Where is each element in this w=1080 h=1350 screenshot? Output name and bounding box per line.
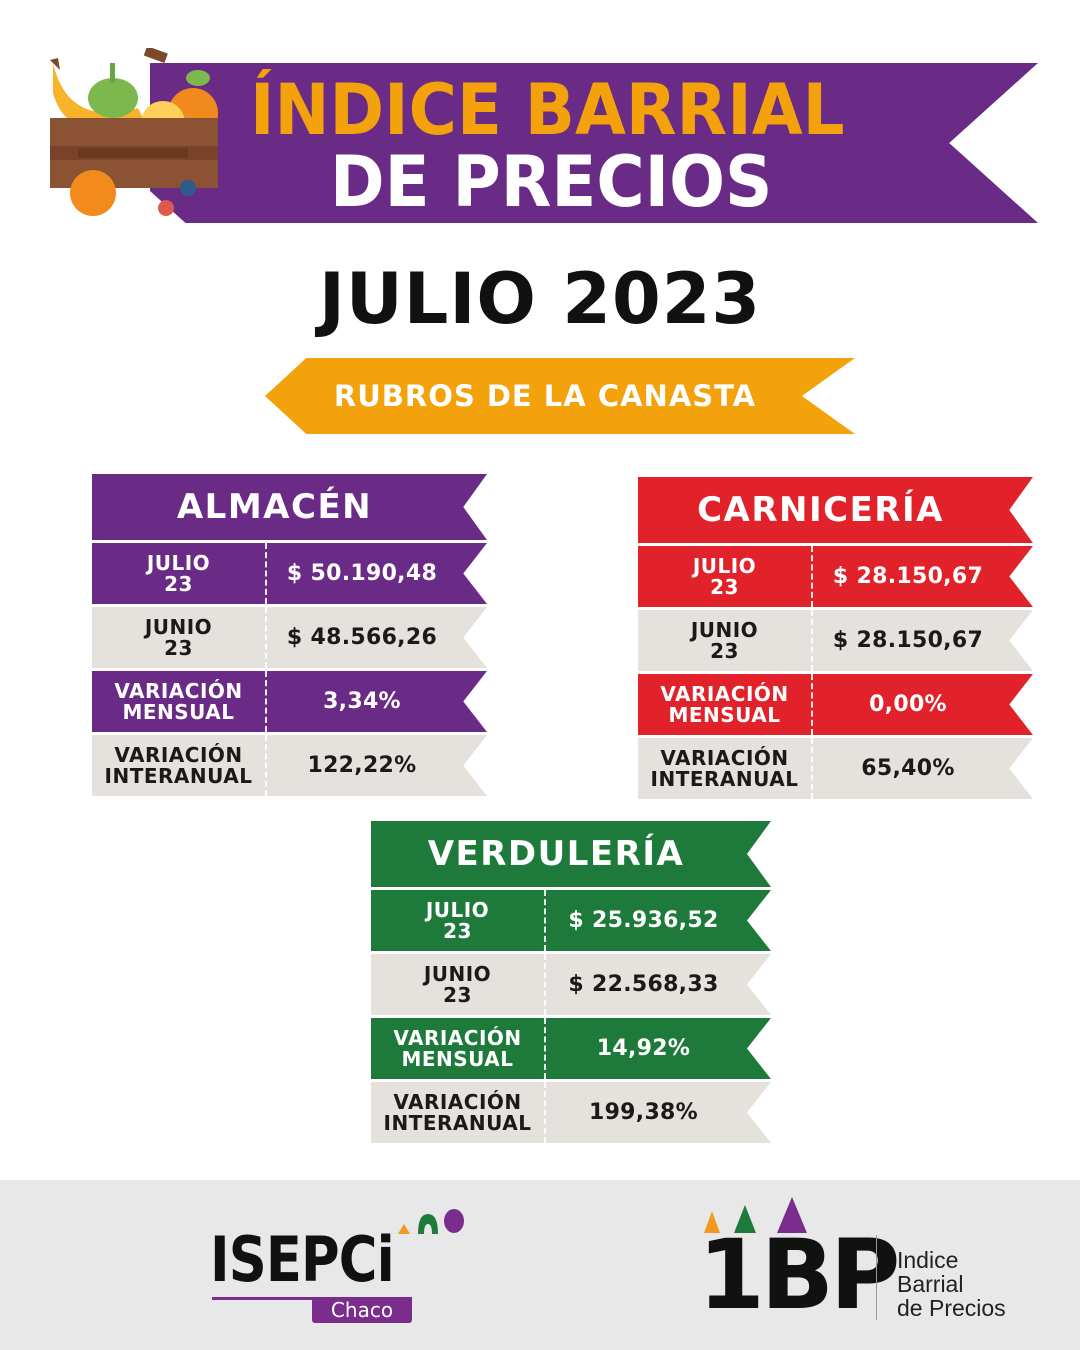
category-title: ALMACÉN — [176, 487, 373, 527]
ibp-logo: 1BP — [698, 1219, 900, 1331]
isepci-logo: ISEPCi — [210, 1223, 395, 1296]
isepci-logo-dots-icon — [398, 1209, 464, 1234]
table-row: VARIACIÓN INTERANUAL 199,38% — [371, 1082, 771, 1143]
header-title-line1: ÍNDICE BARRIAL — [250, 69, 845, 151]
section-ribbon-label: RUBROS DE LA CANASTA — [333, 379, 757, 413]
row-value: 3,34% — [323, 689, 401, 714]
row-value: 14,92% — [596, 1036, 691, 1061]
row-label: VARIACIÓN INTERANUAL — [92, 735, 267, 796]
row-label: JULIO 23 — [638, 546, 813, 607]
row-label: JULIO 23 — [371, 890, 546, 951]
category-title: VERDULERÍA — [427, 834, 685, 874]
row-label: JUNIO 23 — [92, 607, 267, 668]
table-row: JUNIO 23 $ 22.568,33 — [371, 954, 771, 1015]
section-ribbon: RUBROS DE LA CANASTA — [265, 358, 855, 434]
ibp-subtitle: Indice Barrial de Precios — [897, 1247, 1006, 1321]
row-label: VARIACIÓN MENSUAL — [371, 1018, 546, 1079]
row-value: 0,00% — [869, 692, 947, 717]
row-label: JUNIO 23 — [638, 610, 813, 671]
table-row: VARIACIÓN MENSUAL 0,00% — [638, 674, 1033, 735]
row-label: VARIACIÓN INTERANUAL — [371, 1082, 546, 1143]
table-row: VARIACIÓN MENSUAL 3,34% — [92, 671, 487, 732]
row-value: 65,40% — [861, 756, 955, 781]
row-value: $ 50.190,48 — [286, 561, 438, 586]
header-banner — [150, 63, 1038, 223]
category-card-almacen: ALMACÉN JULIO 23 $ 50.190,48 JUNIO 23 $ … — [92, 474, 487, 799]
header-title-line2: DE PRECIOS — [330, 141, 773, 223]
ibp-triangles-icon — [704, 1197, 807, 1233]
footer — [0, 1180, 1080, 1350]
row-value: $ 25.936,52 — [568, 908, 719, 933]
row-value: $ 48.566,26 — [286, 625, 438, 650]
row-label: VARIACIÓN MENSUAL — [638, 674, 813, 735]
row-value: $ 28.150,67 — [832, 628, 984, 653]
row-label: JULIO 23 — [92, 543, 267, 604]
table-row: JULIO 23 $ 28.150,67 — [638, 546, 1033, 607]
category-header: CARNICERÍA — [638, 477, 1033, 543]
table-row: JULIO 23 $ 50.190,48 — [92, 543, 487, 604]
row-value: 199,38% — [588, 1100, 699, 1125]
fruit-crate-icon — [50, 48, 218, 216]
table-row: VARIACIÓN INTERANUAL 122,22% — [92, 735, 487, 796]
row-value: $ 28.150,67 — [832, 564, 984, 589]
table-row: JUNIO 23 $ 28.150,67 — [638, 610, 1033, 671]
category-header: VERDULERÍA — [371, 821, 771, 887]
table-row: VARIACIÓN INTERANUAL 65,40% — [638, 738, 1033, 799]
category-card-carniceria: CARNICERÍA JULIO 23 $ 28.150,67 JUNIO 23… — [638, 477, 1033, 802]
row-value: 122,22% — [307, 753, 417, 778]
row-label: JUNIO 23 — [371, 954, 546, 1015]
row-label: VARIACIÓN INTERANUAL — [638, 738, 813, 799]
table-row: JUNIO 23 $ 48.566,26 — [92, 607, 487, 668]
category-card-verduleria: VERDULERÍA JULIO 23 $ 25.936,52 JUNIO 23… — [371, 821, 771, 1146]
table-row: VARIACIÓN MENSUAL 14,92% — [371, 1018, 771, 1079]
ibp-divider — [876, 1235, 877, 1320]
category-title: CARNICERÍA — [697, 490, 944, 530]
row-value: $ 22.568,33 — [568, 972, 719, 997]
category-header: ALMACÉN — [92, 474, 487, 540]
region-badge: Chaco — [312, 1297, 412, 1323]
row-label: VARIACIÓN MENSUAL — [92, 671, 267, 732]
table-row: JULIO 23 $ 25.936,52 — [371, 890, 771, 951]
period-title: JULIO 2023 — [318, 258, 762, 340]
